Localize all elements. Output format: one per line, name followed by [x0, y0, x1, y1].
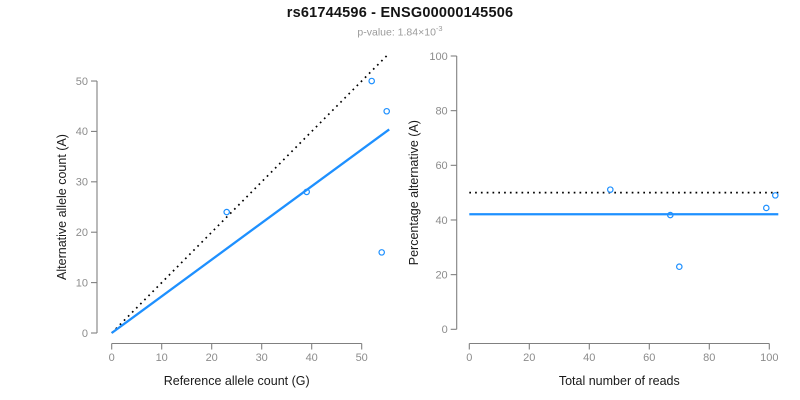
left-data-point — [368, 77, 376, 85]
left-x-tick-label: 30 — [256, 352, 268, 364]
right-y-axis-label: Percentage alternative (A) — [407, 120, 421, 265]
right-x-tick-label: 100 — [760, 352, 778, 364]
right-y-tick-label: 60 — [435, 160, 447, 172]
left-x-tick-label: 10 — [156, 352, 168, 364]
left-y-tick-label: 40 — [76, 126, 88, 138]
left-x-tick-label: 40 — [306, 352, 318, 364]
identity-50pct-line — [111, 54, 389, 334]
right-y-tick-label: 80 — [435, 105, 447, 117]
left-data-point — [223, 208, 231, 216]
fit-line — [111, 128, 390, 334]
right-y-tick-label: 40 — [435, 215, 447, 227]
left-y-axis-label: Alternative allele count (A) — [55, 134, 69, 280]
right-x-tick-label: 80 — [703, 352, 715, 364]
left-x-axis-label: Reference allele count (G) — [164, 374, 310, 388]
left-y-tick-label: 30 — [76, 177, 88, 189]
left-y-tick-label: 0 — [82, 328, 88, 340]
right-x-axis-label: Total number of reads — [559, 374, 680, 388]
left-y-tick-label: 10 — [76, 277, 88, 289]
right-data-point — [606, 186, 614, 193]
left-data-point — [378, 249, 386, 256]
left-data-point — [303, 188, 311, 196]
right-data-point — [762, 204, 770, 212]
plot-title: rs61744596 - ENSG00000145506 — [286, 5, 514, 21]
left-y-tick-label: 50 — [76, 76, 88, 88]
right-data-point — [675, 263, 683, 271]
right-x-tick-label: 20 — [523, 352, 535, 364]
left-y-tick-label: 20 — [76, 227, 88, 239]
pvalue-text: p-value: 1.84×10 — [357, 26, 436, 39]
left-x-tick-label: 20 — [206, 352, 218, 364]
pvalue-exponent: -3 — [435, 24, 443, 33]
right-x-tick-label: 60 — [643, 352, 655, 364]
pvalue-subtitle: p-value: 1.84×10-3 — [0, 24, 800, 39]
left-data-point — [383, 107, 391, 115]
right-y-tick-label: 20 — [435, 269, 447, 281]
right-y-tick-label: 100 — [429, 51, 447, 63]
left-x-tick-label: 0 — [109, 352, 115, 364]
right-x-tick-label: 0 — [466, 352, 472, 364]
left-x-tick-label: 50 — [356, 352, 368, 364]
right-x-tick-label: 40 — [583, 352, 595, 364]
right-data-point — [666, 211, 674, 219]
right-y-tick-label: 0 — [442, 324, 448, 336]
right-data-point — [771, 192, 779, 199]
